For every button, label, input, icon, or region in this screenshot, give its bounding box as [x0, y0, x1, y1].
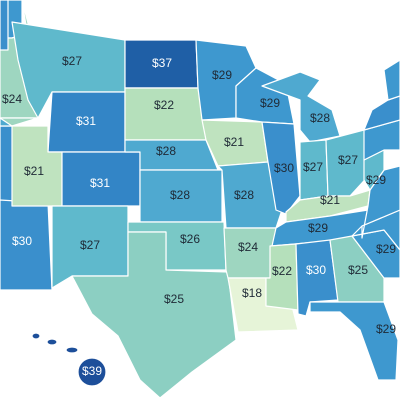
state-value-label-wi: $29 [260, 96, 280, 110]
state-value-label-sd: $22 [154, 98, 174, 112]
state-value-label-oh: $27 [338, 153, 358, 167]
hawaii-island-big[interactable] [77, 357, 107, 387]
state-value-label-va: $29 [366, 173, 386, 187]
state-value-label-sc: $29 [376, 242, 396, 256]
state-value-label-nd: $37 [152, 56, 172, 70]
state-michigan[interactable] [261, 71, 341, 143]
state-south-dakota[interactable] [124, 87, 207, 141]
state-value-label-la: $18 [242, 286, 262, 300]
state-value-label-tn: $29 [308, 221, 328, 235]
state-value-label-ar: $24 [238, 240, 258, 254]
state-value-label-ia: $21 [224, 135, 244, 149]
hawaii-island-oahu[interactable] [46, 338, 58, 346]
state-value-label-mn: $29 [212, 68, 232, 82]
state-value-labels: $24 $27 $31 $21 $30 $31 $27 $37 $22 $28 $28 $26 $25 $… [2, 54, 396, 378]
state-value-label-az: $30 [12, 234, 32, 248]
state-value-label-hi: $39 [82, 364, 102, 378]
hawaii-island-maui[interactable] [65, 346, 79, 354]
state-value-label-wy: $31 [76, 114, 96, 128]
state-value-label-ut: $21 [24, 164, 44, 178]
state-value-label-al: $30 [306, 263, 326, 277]
state-nevada[interactable] [0, 117, 13, 127]
state-value-label-mt: $27 [62, 54, 82, 68]
state-value-label-ok: $26 [180, 232, 200, 246]
hawaii-island-kauai[interactable] [31, 332, 41, 340]
state-value-label-fl: $29 [376, 322, 396, 336]
state-value-label-ga: $25 [348, 263, 368, 277]
state-value-label-ks: $28 [170, 188, 190, 202]
state-value-label-in: $27 [303, 160, 323, 174]
hawaii-islands [31, 332, 107, 387]
state-value-label-ms: $22 [272, 264, 292, 278]
state-florida[interactable] [309, 301, 399, 381]
state-value-label-ne: $28 [156, 144, 176, 158]
state-value-label-tx: $25 [164, 292, 184, 306]
state-alaska[interactable] [0, 0, 9, 51]
state-value-label-co: $31 [90, 176, 110, 190]
state-value-label-nm: $27 [80, 238, 100, 252]
state-value-label-or: $24 [2, 92, 22, 106]
state-value-label-mi: $28 [310, 111, 330, 125]
state-value-label-mo: $28 [234, 188, 254, 202]
state-georgia[interactable] [329, 235, 385, 303]
state-texas[interactable] [71, 231, 237, 399]
state-value-label-il: $30 [274, 161, 294, 175]
state-value-label-ky: $21 [320, 193, 340, 207]
state-ohio[interactable] [325, 129, 373, 197]
state-new-england[interactable] [383, 59, 400, 101]
state-new-york[interactable] [363, 95, 400, 131]
